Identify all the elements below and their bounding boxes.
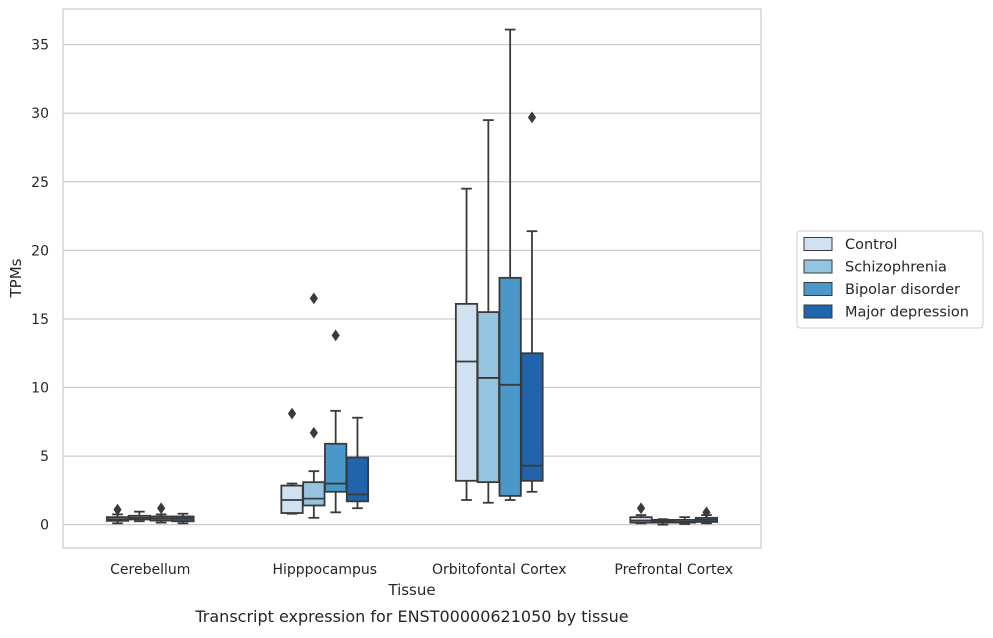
legend-label: Control: [845, 237, 897, 253]
series-bipolar-disorder: [149, 28, 697, 525]
y-tick-label: 30: [31, 106, 49, 122]
box: [345, 456, 370, 503]
legend-label: Major depression: [845, 305, 969, 321]
y-tick-label: 15: [31, 312, 49, 328]
y-tick-labels: 0 5 10 15 20 25 30 35: [31, 38, 49, 534]
outlier-point: [309, 426, 318, 439]
y-tick-label: 25: [31, 175, 49, 191]
y-tick-label: 35: [31, 38, 49, 54]
outlier-point: [527, 111, 537, 124]
outlier-point: [287, 407, 297, 420]
series-major-depression: [171, 111, 719, 525]
x-tick-labels: Cerebellum Hipppocampus Orbitofontal Corte…: [110, 562, 733, 578]
y-tick-label: 10: [31, 381, 49, 397]
x-tick-label: Hipppocampus: [272, 562, 377, 578]
legend-swatch: [803, 304, 833, 319]
series-control: [105, 187, 653, 525]
x-tick-label: Cerebellum: [110, 562, 190, 578]
box: [302, 481, 326, 507]
chart-caption: Transcript expression for ENST0000062105…: [194, 607, 628, 626]
box: [476, 311, 500, 484]
legend-label: Schizophrenia: [845, 260, 947, 276]
box: [498, 276, 522, 497]
x-tick-label: Prefrontal Cortex: [614, 562, 733, 578]
outlier-point: [157, 502, 166, 515]
box-plots: [105, 28, 719, 526]
gridlines: [63, 44, 761, 526]
y-tick-label: 0: [40, 518, 49, 534]
outlier-point: [636, 502, 646, 515]
box: [520, 352, 544, 482]
outlier-point: [702, 506, 711, 519]
box: [324, 442, 348, 493]
y-tick-label: 5: [40, 449, 49, 465]
legend-swatch: [803, 237, 833, 251]
plot-frame: [62, 8, 762, 549]
outlier-point: [309, 292, 318, 305]
legend-swatch: [803, 259, 833, 274]
x-tick-label: Orbitofontal Cortex: [432, 562, 567, 578]
series-schizophrenia: [127, 119, 675, 526]
y-axis-label: TPMs: [7, 258, 25, 298]
legend-swatch: [803, 282, 833, 296]
legend-label: Bipolar disorder: [845, 282, 960, 298]
outlier-point: [113, 503, 122, 516]
y-tick-label: 20: [31, 243, 49, 259]
legend: Control Schizophrenia Bipolar disorder Majo…: [796, 230, 984, 329]
legend-frame: [796, 230, 984, 329]
outlier-point: [331, 329, 340, 342]
x-axis-label: Tissue: [387, 581, 435, 599]
box: [454, 302, 479, 482]
